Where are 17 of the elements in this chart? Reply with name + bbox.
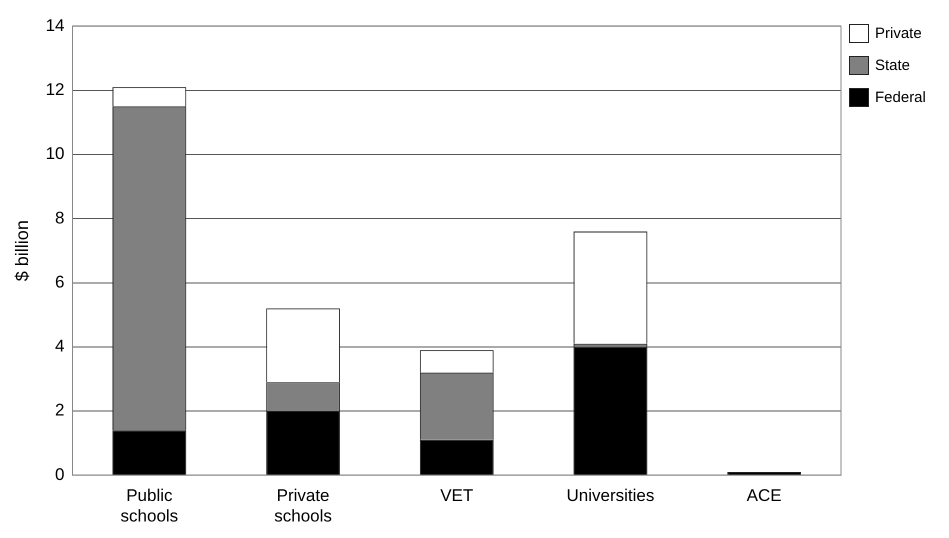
x-tick-label: Universities [566,486,654,506]
y-axis-title: $ billion [12,220,32,282]
y-tick-label: 10 [46,144,65,164]
x-tick-label: Public schools [120,486,178,526]
y-tick-label: 12 [46,80,65,100]
legend-label: State [875,57,910,74]
y-tick-label: 6 [55,272,65,292]
y-tick-label: 0 [55,464,65,484]
y-tick-label: 8 [55,208,65,228]
y-tick-label: 14 [46,16,65,35]
x-tick-label: VET [440,486,474,506]
y-tick-label: 2 [55,400,65,420]
text: Private [875,25,922,42]
legend-label: Federal [875,89,926,106]
x-tick-label: Private schools [274,486,332,526]
y-tick-label: 4 [55,336,65,356]
x-tick-label: ACE [746,486,782,506]
